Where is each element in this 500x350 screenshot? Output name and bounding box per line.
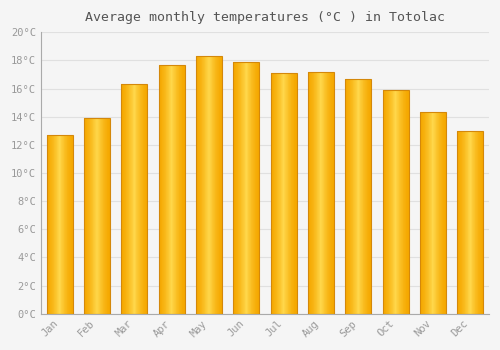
Bar	[420, 112, 446, 314]
Bar	[457, 131, 483, 314]
Bar	[308, 72, 334, 314]
Bar	[196, 56, 222, 314]
Bar	[46, 135, 72, 314]
Bar	[382, 90, 408, 314]
Bar	[270, 73, 296, 314]
Bar	[121, 84, 148, 314]
Bar	[158, 65, 184, 314]
Bar	[84, 118, 110, 314]
Title: Average monthly temperatures (°C ) in Totolac: Average monthly temperatures (°C ) in To…	[85, 11, 445, 24]
Bar	[345, 79, 372, 314]
Bar	[233, 62, 260, 314]
